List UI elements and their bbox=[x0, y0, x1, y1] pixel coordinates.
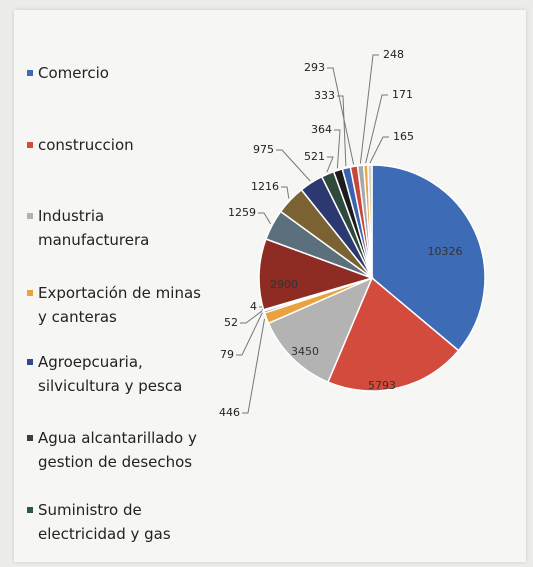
data-label: 3450 bbox=[291, 345, 319, 358]
legend-label: Suministro de electricidad y gas bbox=[38, 501, 171, 543]
pie-slice bbox=[367, 164, 373, 279]
leader-line bbox=[326, 156, 334, 173]
pie-slice bbox=[267, 276, 374, 384]
legend-item: Agua alcantarillado y gestion de desecho… bbox=[27, 426, 213, 474]
legend-item: construccion bbox=[27, 133, 213, 157]
leader-line bbox=[276, 149, 311, 182]
legend-marker bbox=[27, 435, 33, 441]
legend-marker bbox=[27, 142, 33, 148]
data-label: 52 bbox=[224, 316, 238, 329]
legend-item: Comercio bbox=[27, 61, 213, 85]
legend-marker bbox=[27, 213, 33, 219]
leader-line bbox=[334, 129, 341, 169]
leader-line bbox=[258, 212, 271, 225]
data-label: 293 bbox=[304, 61, 325, 74]
pie-slice bbox=[371, 164, 486, 352]
leader-line bbox=[369, 136, 389, 164]
data-label: 171 bbox=[392, 88, 413, 101]
leader-line bbox=[236, 312, 263, 356]
data-label: 446 bbox=[219, 406, 240, 419]
legend-marker bbox=[27, 290, 33, 296]
leader-line bbox=[281, 186, 290, 199]
data-label: 521 bbox=[304, 150, 325, 163]
data-label: 364 bbox=[311, 123, 332, 136]
legend-item: Exportación de minas y canteras bbox=[27, 281, 213, 329]
data-label: 4 bbox=[250, 300, 257, 313]
legend-label: Agua alcantarillado y gestion de desecho… bbox=[38, 429, 197, 471]
data-label: 248 bbox=[383, 48, 404, 61]
data-label: 10326 bbox=[428, 245, 463, 258]
legend-label: construccion bbox=[38, 136, 134, 154]
leader-line bbox=[359, 54, 379, 164]
legend-label: Industria manufacturera bbox=[38, 207, 150, 249]
data-label: 333 bbox=[314, 89, 335, 102]
data-label: 1216 bbox=[251, 180, 279, 193]
legend-label: Agroepcuaria, silvicultura y pesca bbox=[38, 353, 183, 395]
data-label: 2900 bbox=[270, 278, 298, 291]
legend-marker bbox=[27, 359, 33, 365]
leader-line bbox=[242, 318, 266, 414]
leader-line bbox=[327, 67, 355, 165]
leader-line bbox=[240, 310, 263, 324]
data-label: 1259 bbox=[228, 206, 256, 219]
data-label: 165 bbox=[393, 130, 414, 143]
legend-item: Industria manufacturera bbox=[27, 204, 213, 252]
legend-label: Comercio bbox=[38, 64, 109, 82]
pie-slice bbox=[258, 238, 375, 311]
legend-label: Exportación de minas y canteras bbox=[38, 284, 201, 326]
legend-marker bbox=[27, 70, 33, 76]
legend-item: Suministro de electricidad y gas bbox=[27, 498, 213, 546]
leader-line bbox=[365, 94, 388, 164]
legend-marker bbox=[27, 507, 33, 513]
data-label: 5793 bbox=[368, 379, 396, 392]
legend-item: Agroepcuaria, silvicultura y pesca bbox=[27, 350, 213, 398]
data-label: 975 bbox=[253, 143, 274, 156]
data-label: 79 bbox=[220, 348, 234, 361]
